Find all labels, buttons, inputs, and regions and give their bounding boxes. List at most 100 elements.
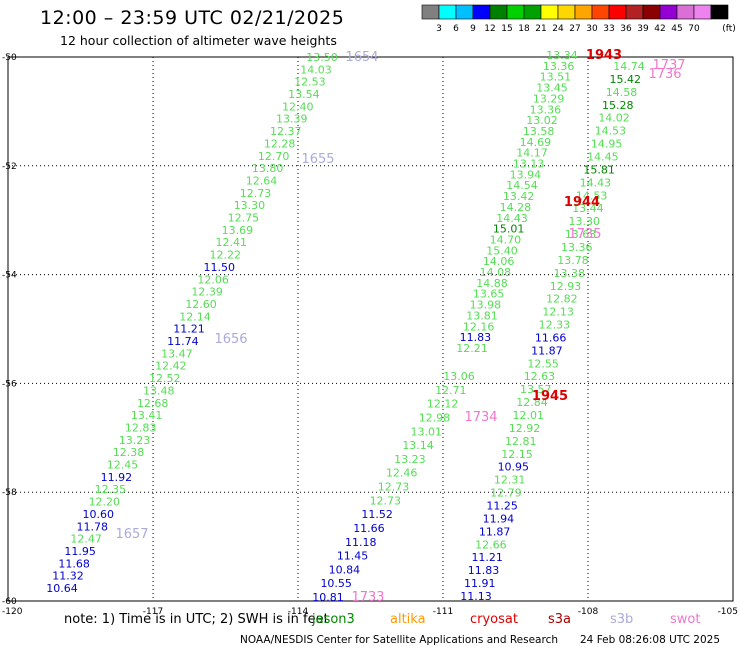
colorbar-swatch — [540, 4, 559, 20]
swh-value-track-right-a: 13.13 — [513, 158, 545, 171]
colorbar-swatch — [489, 4, 508, 20]
swh-value-track-middle: 10.55 — [320, 577, 352, 590]
colorbar-tick: 30 — [586, 24, 598, 34]
colorbar-swatch — [591, 4, 610, 20]
swh-value-track-right-b: 13.44 — [572, 202, 604, 215]
swh-value-track-middle: 11.18 — [345, 536, 377, 549]
swh-value-track-right-a: 15.40 — [486, 244, 518, 257]
swh-value-track-left: 12.35 — [95, 483, 127, 496]
swh-value-track-right-b: 14.74 — [613, 60, 645, 73]
swh-value-track-right-b: 13.78 — [557, 254, 589, 267]
swh-value-track-right-b: 12.13 — [542, 306, 574, 319]
swh-value-track-right-b: 12.84 — [516, 396, 548, 409]
swh-value-track-left: 11.95 — [64, 545, 96, 558]
swh-value-track-right-b: 14.53 — [576, 189, 608, 202]
colorbar-tick: 6 — [453, 24, 459, 34]
pass-time-label: 1655 — [301, 152, 334, 167]
colorbar-tick: 33 — [603, 24, 614, 34]
swh-value-track-right-a: 14.17 — [516, 147, 548, 160]
swh-value-track-middle: 12.71 — [435, 384, 467, 397]
swh-value-track-right-b: 15.42 — [610, 73, 642, 86]
swh-value-track-right-b: 12.81 — [505, 435, 537, 448]
colorbar-tick: 70 — [688, 24, 700, 34]
swh-value-track-right-a: 12.21 — [456, 342, 488, 355]
swh-value-track-middle: 11.45 — [337, 550, 369, 563]
swh-value-track-left: 11.32 — [52, 570, 84, 583]
swh-value-track-middle: 13.01 — [411, 425, 443, 438]
swh-value-track-left: 13.48 — [143, 384, 175, 397]
colorbar-tick: 15 — [501, 24, 512, 34]
swh-value-track-right-b: 14.53 — [595, 125, 627, 138]
swh-value-track-left: 13.47 — [161, 347, 193, 360]
colorbar-swatch — [659, 4, 678, 20]
swh-value-track-left: 10.64 — [46, 582, 78, 595]
swh-value-track-left: 10.60 — [83, 508, 115, 521]
swh-value-track-left: 12.40 — [282, 100, 314, 113]
swh-value-track-right-b: 12.92 — [509, 422, 541, 435]
swh-value-track-right-b: 13.38 — [554, 267, 586, 280]
lon-tick-label: -111 — [433, 607, 453, 617]
swh-value-track-left: 13.80 — [252, 162, 284, 175]
swh-value-track-right-a: 14.43 — [496, 212, 528, 225]
lat-tick-label: -60 — [2, 597, 17, 607]
swh-value-track-right-a: 13.65 — [473, 288, 505, 301]
swh-value-track-middle: 12.12 — [427, 398, 459, 411]
swh-value-track-right-b: 12.01 — [512, 409, 544, 422]
pass-time-label: 1657 — [115, 527, 148, 542]
pass-time-label: 1654 — [345, 50, 378, 65]
colorbar-tick: 42 — [654, 24, 665, 34]
swh-value-track-left: 12.53 — [294, 76, 326, 89]
swh-value-track-left: 12.75 — [228, 212, 260, 225]
swh-value-track-left: 12.06 — [197, 273, 229, 286]
lat-tick-label: -54 — [2, 271, 17, 281]
swh-value-track-left: 11.78 — [76, 520, 108, 533]
legend-altika: altika — [390, 612, 426, 627]
swh-value-track-left: 13.54 — [288, 88, 320, 101]
swh-value-track-left: 13.39 — [276, 113, 308, 126]
swh-value-track-left: 12.68 — [137, 397, 169, 410]
pass-time-label: 1734 — [464, 410, 497, 425]
swh-value-track-right-b: 11.83 — [468, 564, 500, 577]
page-subtitle: 12 hour collection of altimeter wave hei… — [60, 33, 337, 48]
swh-value-track-left: 12.52 — [149, 372, 181, 385]
swh-value-track-middle: 10.84 — [329, 563, 361, 576]
lon-tick-label: -108 — [578, 607, 599, 617]
swh-value-track-right-a: 14.69 — [520, 136, 552, 149]
colorbar-swatch — [472, 4, 491, 20]
colorbar-tick: 24 — [552, 24, 564, 34]
swh-value-track-right-b: 13.63 — [565, 228, 597, 241]
swh-value-track-right-a: 13.58 — [523, 125, 555, 138]
swh-value-track-middle: 13.23 — [394, 453, 426, 466]
swh-value-track-middle: 13.14 — [402, 439, 434, 452]
colorbar-swatch — [557, 4, 576, 20]
swh-value-track-right-b: 12.93 — [550, 280, 582, 293]
swh-value-track-left: 13.41 — [131, 409, 163, 422]
swh-value-track-right-a: 11.83 — [460, 331, 492, 344]
swh-value-track-left: 12.14 — [179, 310, 211, 323]
swh-value-track-left: 13.23 — [119, 434, 151, 447]
colorbar-swatch — [506, 4, 525, 20]
colorbar-swatch — [455, 4, 474, 20]
colorbar-swatch — [693, 4, 712, 20]
lon-tick-label: -114 — [288, 607, 309, 617]
swh-value-track-left: 12.47 — [70, 533, 102, 546]
swh-value-track-right-b: 14.02 — [598, 112, 630, 125]
pass-time-label: 1737 — [652, 58, 685, 73]
swh-value-track-left: 11.21 — [173, 323, 205, 336]
legend-s3a: s3a — [548, 612, 572, 627]
swh-value-track-left: 12.45 — [107, 459, 139, 472]
lat-tick-label: -58 — [2, 488, 17, 498]
swh-value-track-middle: 11.66 — [353, 522, 385, 535]
page-title: 12:00 – 23:59 UTC 02/21/2025 — [40, 7, 345, 29]
lon-tick-label: -120 — [2, 607, 23, 617]
colorbar-tick: 12 — [484, 24, 495, 34]
colorbar-swatch — [642, 4, 661, 20]
pass-time-label: 1944 — [564, 195, 600, 210]
pass-time-label: 1735 — [568, 227, 601, 242]
pass-time-label: 1945 — [532, 389, 568, 404]
swh-value-track-right-b: 11.87 — [479, 525, 511, 538]
swh-value-track-right-b: 12.66 — [475, 538, 507, 551]
colorbar-swatch — [710, 4, 729, 20]
colorbar-tick: 36 — [620, 24, 632, 34]
